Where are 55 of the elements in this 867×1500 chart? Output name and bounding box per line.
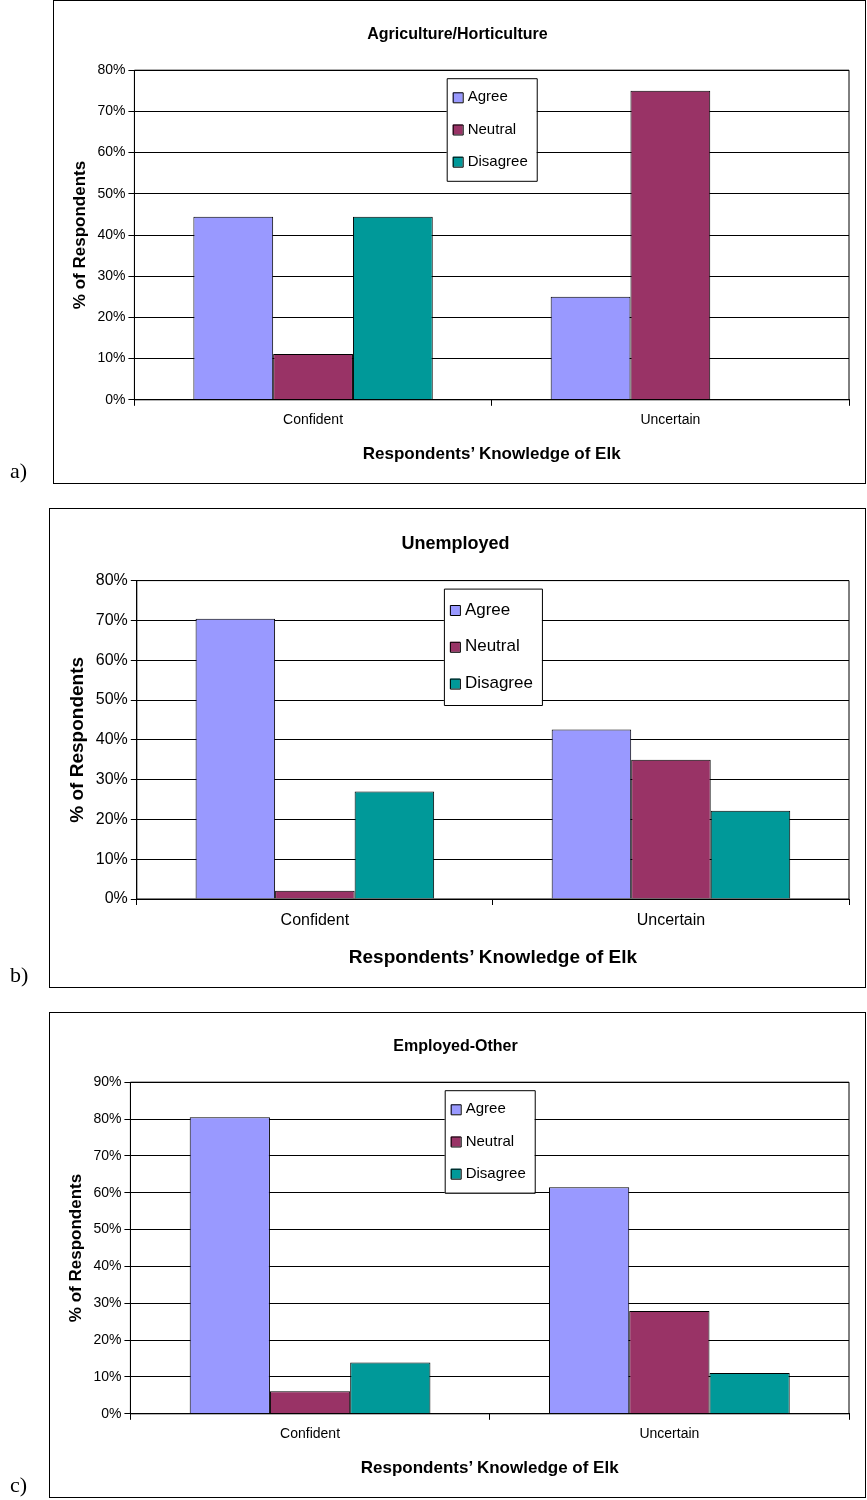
y-tick-label: 30% [93,1294,122,1311]
y-tick-label: 20% [95,809,128,827]
legend-label: Disagree [464,673,533,693]
legend-label: Neutral [464,636,520,656]
y-tick-label: 20% [97,308,126,325]
y-tick-label: 80% [97,61,126,78]
y-tick-label: 20% [93,1330,122,1347]
legend-label: Agree [467,87,508,105]
y-tick-label: 70% [97,102,126,119]
y-tick-label: 50% [95,690,128,708]
x-tick-label: Confident [280,1425,341,1442]
legend-label: Neutral [465,1131,515,1149]
y-tick-label: 80% [95,571,128,589]
y-tick-label: 0% [105,390,126,407]
legend-label: Disagree [465,1163,526,1181]
y-tick-label: 40% [93,1257,122,1274]
x-tick-label: Uncertain [636,911,706,929]
chart-title: Agriculture/Horticulture [367,25,548,43]
text: c) [10,1472,28,1498]
x-tick-label: Confident [283,411,344,428]
x-tick-label: Confident [280,911,350,929]
y-tick-label: 60% [95,650,128,668]
legend-label: Agree [465,1099,506,1117]
y-tick-label: 10% [93,1367,122,1384]
chart-title: Employed-Other [393,1037,518,1055]
y-tick-label: 40% [97,225,126,242]
y-tick-label: 0% [101,1404,122,1421]
y-tick-label: 40% [95,730,128,748]
y-tick-label: 10% [95,849,128,867]
y-tick-label: 10% [97,349,126,366]
y-tick-label: 30% [95,770,128,788]
x-axis-title: Respondents’ Knowledge of Elk [362,444,622,464]
y-tick-label: 60% [97,143,126,160]
x-tick-label: Uncertain [639,1425,700,1442]
text: b) [10,962,29,988]
legend-label: Agree [464,599,511,619]
x-tick-label: Uncertain [640,411,701,428]
y-tick-label: 90% [93,1073,122,1090]
x-axis-title: Respondents’ Knowledge of Elk [360,1458,620,1478]
text: a) [10,458,28,484]
legend-label: Disagree [467,151,528,169]
chart-title: Unemployed [401,532,510,553]
y-tick-label: 50% [97,184,126,201]
y-tick-label: 0% [104,889,128,907]
x-axis-title: Respondents’ Knowledge of Elk [348,945,638,967]
y-tick-label: 30% [97,267,126,284]
y-tick-label: 70% [93,1146,122,1163]
y-axis-title: % of Respondents [65,1173,85,1323]
y-tick-label: 70% [95,610,128,628]
legend-label: Neutral [467,119,517,137]
y-tick-label: 50% [93,1220,122,1237]
y-axis-title: % of Respondents [65,656,87,823]
y-axis-title: % of Respondents [69,160,89,310]
y-tick-label: 60% [93,1183,122,1200]
y-tick-label: 80% [93,1109,122,1126]
